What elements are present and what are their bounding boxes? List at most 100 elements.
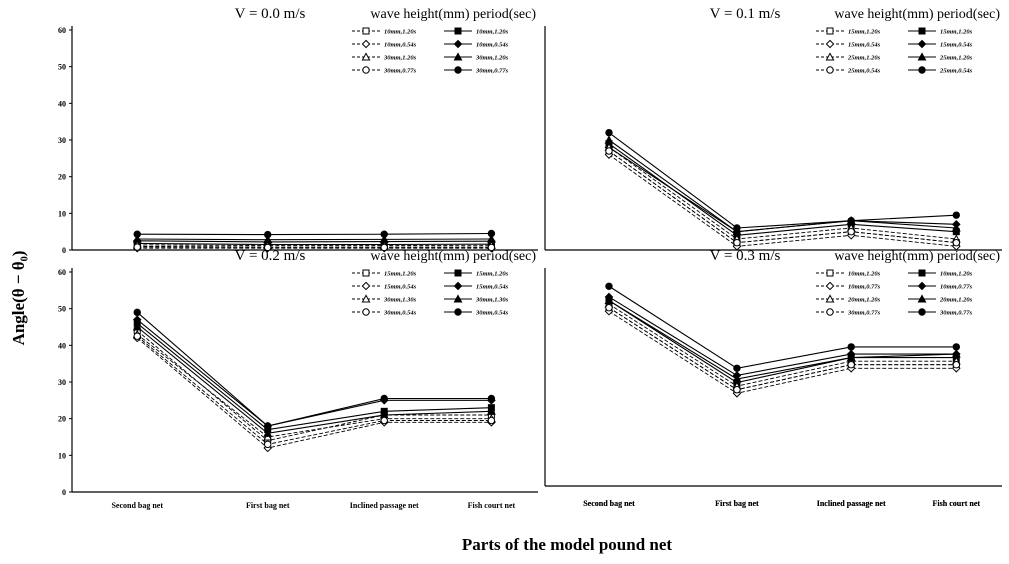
x-tick-label: Fish court net [468, 501, 516, 510]
legend-entry: 25mm,1.20s [847, 55, 881, 62]
legend-entry: 30mm,0.77s [847, 310, 881, 317]
series-line [608, 146, 957, 240]
legend-marker [362, 269, 370, 277]
data-point [380, 243, 388, 252]
legend-marker [361, 294, 371, 303]
legend-marker [918, 27, 926, 35]
legend-entry: 30mm,0.77s [939, 310, 973, 317]
legend-entry: 30mm,0.54s [475, 310, 509, 317]
legend-marker [917, 52, 927, 61]
data-point [847, 216, 855, 225]
legend-marker [453, 281, 463, 291]
data-point [264, 230, 272, 239]
data-point [264, 422, 272, 430]
legend-marker [918, 66, 926, 74]
legend-entry: 15mm,0.54s [940, 42, 973, 49]
x-tick-label: Fish court net [933, 499, 981, 508]
legend-entry: 30mm,1.30s [475, 297, 509, 304]
x-tick-label: Second bag net [111, 501, 163, 510]
x-tick-label: Second bag net [583, 499, 635, 508]
series-line [608, 300, 957, 380]
data-point [380, 416, 388, 425]
data-point [264, 243, 272, 252]
data-point [733, 386, 741, 394]
y-axis-label: Angle(θ − θ₀) [9, 251, 28, 346]
series-line [608, 303, 957, 387]
y-tick-label: 20 [58, 173, 66, 182]
legend-marker [362, 27, 370, 35]
series-line [137, 244, 492, 247]
series-line [608, 146, 957, 233]
legend-marker [826, 308, 834, 316]
legend-entry: 15mm,1.20s [848, 29, 881, 36]
legend-entry: 15mm,0.54s [848, 42, 881, 49]
data-point [951, 223, 961, 232]
legend-entry: 15mm,0.54s [476, 284, 509, 291]
legend-entry: 30mm,1.30s [383, 297, 417, 304]
chart-panel: Second bag net First bag net Inclined pass… [544, 6, 1002, 508]
legend-entry: 20mm,1.20s [847, 297, 881, 304]
legend-marker [453, 294, 463, 303]
legend-header: wave height(mm) period(sec) [834, 249, 1000, 264]
legend-marker [918, 308, 926, 316]
legend-entry: 25mm,0.54s [847, 68, 881, 75]
legend-entry: 30mm,0.54s [383, 310, 417, 317]
legend-entry: 15mm,1.20s [476, 271, 509, 278]
series-line [608, 150, 957, 244]
legend-marker [361, 52, 371, 61]
data-point [952, 211, 960, 219]
legend-marker [826, 27, 834, 35]
series-line [137, 240, 492, 243]
data-point [132, 322, 142, 331]
legend-entry: 10mm,0.54s [384, 42, 417, 49]
legend-marker [826, 66, 834, 74]
data-point [952, 343, 960, 351]
legend-marker [453, 39, 463, 49]
legend-entry: 10mm,0.54s [476, 42, 509, 49]
legend-marker [826, 269, 834, 277]
series-line [608, 139, 957, 233]
legend-entry: 25mm,1.20s [939, 55, 973, 62]
series-line [608, 150, 957, 244]
legend-marker [361, 281, 371, 291]
legend-entry: 10mm,1.20s [384, 29, 417, 36]
series-line [136, 330, 492, 442]
legend-entry: 15mm,1.20s [940, 29, 973, 36]
data-point [604, 295, 614, 305]
data-point [133, 308, 141, 317]
x-tick-label: Inclined passage net [817, 499, 886, 508]
legend-entry: 30mm,0.77s [383, 68, 417, 75]
y-tick-label: 20 [58, 415, 66, 424]
series-line [136, 326, 492, 434]
data-point [605, 303, 613, 312]
series-line [136, 333, 492, 438]
series-line [608, 132, 957, 229]
series-line [608, 307, 957, 391]
series-line [136, 319, 492, 427]
y-tick-label: 0 [62, 488, 66, 497]
series-line [137, 238, 492, 241]
data-point [846, 352, 856, 362]
data-point [952, 361, 960, 369]
series-line [608, 300, 957, 384]
series-line [608, 310, 957, 394]
y-tick-label: 60 [58, 26, 66, 35]
legend-entry: 10mm,1.20s [476, 29, 509, 36]
data-point [733, 224, 741, 232]
y-tick-label: 10 [58, 451, 66, 460]
panel-title: V = 0.0 m/s [235, 6, 306, 22]
data-point [487, 416, 496, 425]
legend-marker [825, 52, 835, 61]
series-line [608, 143, 957, 236]
legend-entry: 30mm,1.20s [475, 55, 509, 62]
legend-marker [918, 269, 926, 277]
data-point [379, 234, 389, 243]
x-tick-label: Inclined passage net [350, 501, 419, 510]
legend-marker [917, 39, 927, 49]
data-point [733, 364, 741, 372]
legend-marker [362, 66, 370, 74]
legend-entry: 15mm,0.54s [384, 284, 417, 291]
legend-header: wave height(mm) period(sec) [834, 7, 1000, 22]
legend-entry: 30mm,1.20s [383, 55, 417, 62]
